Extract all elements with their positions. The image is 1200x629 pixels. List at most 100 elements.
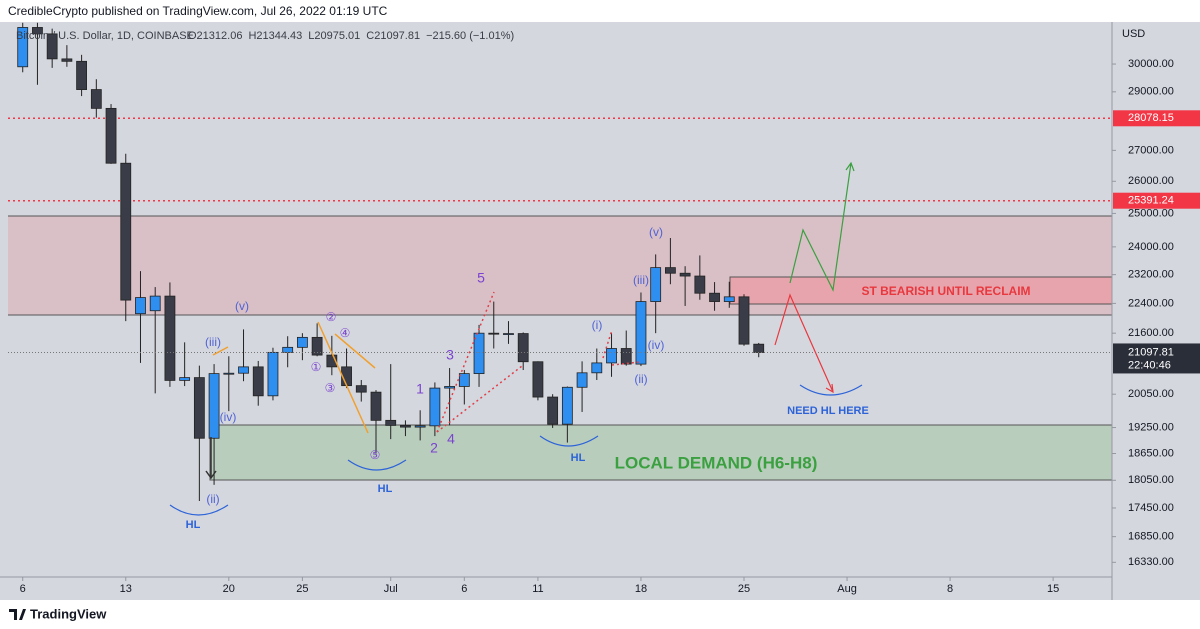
hl-label: HL <box>186 519 201 531</box>
wave-label: 2 <box>430 440 438 456</box>
candle-body <box>444 386 456 389</box>
candle-body <box>326 354 338 368</box>
candle-body <box>164 295 176 381</box>
y-tick-label: 18650.00 <box>1128 447 1174 459</box>
candle-body <box>591 362 603 374</box>
level-label: 28078.15 <box>1128 112 1174 124</box>
ohlc-value: C21097.81 <box>366 30 420 42</box>
candle-body <box>90 89 102 109</box>
candle-body <box>46 33 58 60</box>
candle-body <box>17 27 29 68</box>
candle-body <box>385 419 397 426</box>
wave-label: ② <box>326 310 337 324</box>
candle-body <box>473 332 485 375</box>
brand: TradingView <box>30 606 107 621</box>
candle-body <box>620 348 632 365</box>
level-tag <box>1113 110 1200 127</box>
candle-body <box>650 267 662 302</box>
wave-label: 4 <box>447 431 455 447</box>
candle-body <box>606 348 617 364</box>
bearish-note: ST BEARISH UNTIL RECLAIM <box>861 284 1030 298</box>
candle-body <box>120 162 132 301</box>
y-tick-label: 16850.00 <box>1128 531 1174 543</box>
wave-label: ③ <box>325 381 336 395</box>
candle-body <box>223 372 235 375</box>
wave-label: 5 <box>477 270 485 286</box>
y-tick-label: 21600.00 <box>1128 327 1174 339</box>
y-tick-label: 30000.00 <box>1128 58 1174 70</box>
y-tick-label: 27000.00 <box>1128 144 1174 156</box>
hl-label: HL <box>571 452 586 464</box>
x-tick-label: 18 <box>635 583 647 595</box>
need-hl-note: NEED HL HERE <box>787 405 869 417</box>
drawings <box>169 161 863 516</box>
countdown: 22:40:46 <box>1128 359 1171 371</box>
x-tick-label: 11 <box>532 583 543 595</box>
candle-body <box>503 333 514 335</box>
y-tick-label: 17450.00 <box>1128 502 1174 514</box>
x-tick-label: 6 <box>461 583 467 595</box>
footer <box>0 600 1200 629</box>
candle-body <box>488 332 500 335</box>
candle-body <box>193 377 205 439</box>
candle-body <box>679 272 691 277</box>
publisher: CredibleCrypto published on TradingView.… <box>8 4 388 18</box>
candle-body <box>105 107 117 164</box>
candle-body <box>208 373 220 439</box>
x-tick-label: Aug <box>837 583 857 595</box>
candle-body <box>517 333 529 363</box>
candle-body <box>32 27 43 35</box>
y-tick-label: 25000.00 <box>1128 207 1174 219</box>
y-tick-label: 24000.00 <box>1128 241 1174 253</box>
wave-label: 3 <box>446 347 454 363</box>
y-tick-label: 19250.00 <box>1128 421 1174 433</box>
last-price-tag <box>1113 343 1200 374</box>
x-tick-label: 6 <box>20 583 26 595</box>
candle-body <box>665 267 676 274</box>
wave-label: (iv) <box>220 410 237 424</box>
wave-label: (ii) <box>206 492 219 506</box>
candle-body <box>414 425 426 428</box>
x-tick-label: Jul <box>384 583 398 595</box>
candle-body <box>576 372 588 388</box>
wave-label: (iv) <box>648 338 665 352</box>
ohlc-value: H21344.43 <box>248 30 302 42</box>
y-tick-label: 16330.00 <box>1128 556 1174 568</box>
x-tick-label: 25 <box>738 583 750 595</box>
currency: USD <box>1122 28 1145 40</box>
candle-body <box>238 366 249 374</box>
wave-label: (v) <box>235 299 249 313</box>
candle-body <box>709 292 720 302</box>
candle-body <box>429 387 441 427</box>
candle-body <box>355 385 367 393</box>
x-tick-label: 25 <box>296 583 308 595</box>
x-tick-label: 8 <box>947 583 953 595</box>
candle-body <box>532 361 544 398</box>
wave-label: ⑤ <box>370 448 381 462</box>
x-tick-label: 20 <box>223 583 235 595</box>
wave-label: (ii) <box>634 372 647 386</box>
candle-body <box>723 296 735 302</box>
wave-label: ④ <box>340 326 351 340</box>
candle-body <box>458 373 470 387</box>
candle-body <box>311 336 323 356</box>
wave-label: (iii) <box>633 273 649 287</box>
bearish-zone <box>729 276 1113 305</box>
candle-body <box>635 301 647 365</box>
y-tick-label: 26000.00 <box>1128 175 1174 187</box>
candle-body <box>149 295 161 312</box>
ohlc-value: L20975.01 <box>308 30 360 42</box>
symbol: Bitcoin / U.S. Dollar, 1D, COINBASE <box>16 30 194 42</box>
y-tick-label: 18050.00 <box>1128 474 1174 486</box>
y-tick-label: 29000.00 <box>1128 86 1174 98</box>
level-tag <box>1113 192 1200 209</box>
y-tick-label: 20050.00 <box>1128 388 1174 400</box>
candle-body <box>400 425 411 428</box>
hl-label: HL <box>378 483 393 495</box>
y-tick-label: 22400.00 <box>1128 297 1174 309</box>
candle-body <box>561 386 573 425</box>
demand-note: LOCAL DEMAND (H6-H8) <box>615 453 818 472</box>
candle-body <box>135 297 146 315</box>
candle-body <box>267 351 279 397</box>
